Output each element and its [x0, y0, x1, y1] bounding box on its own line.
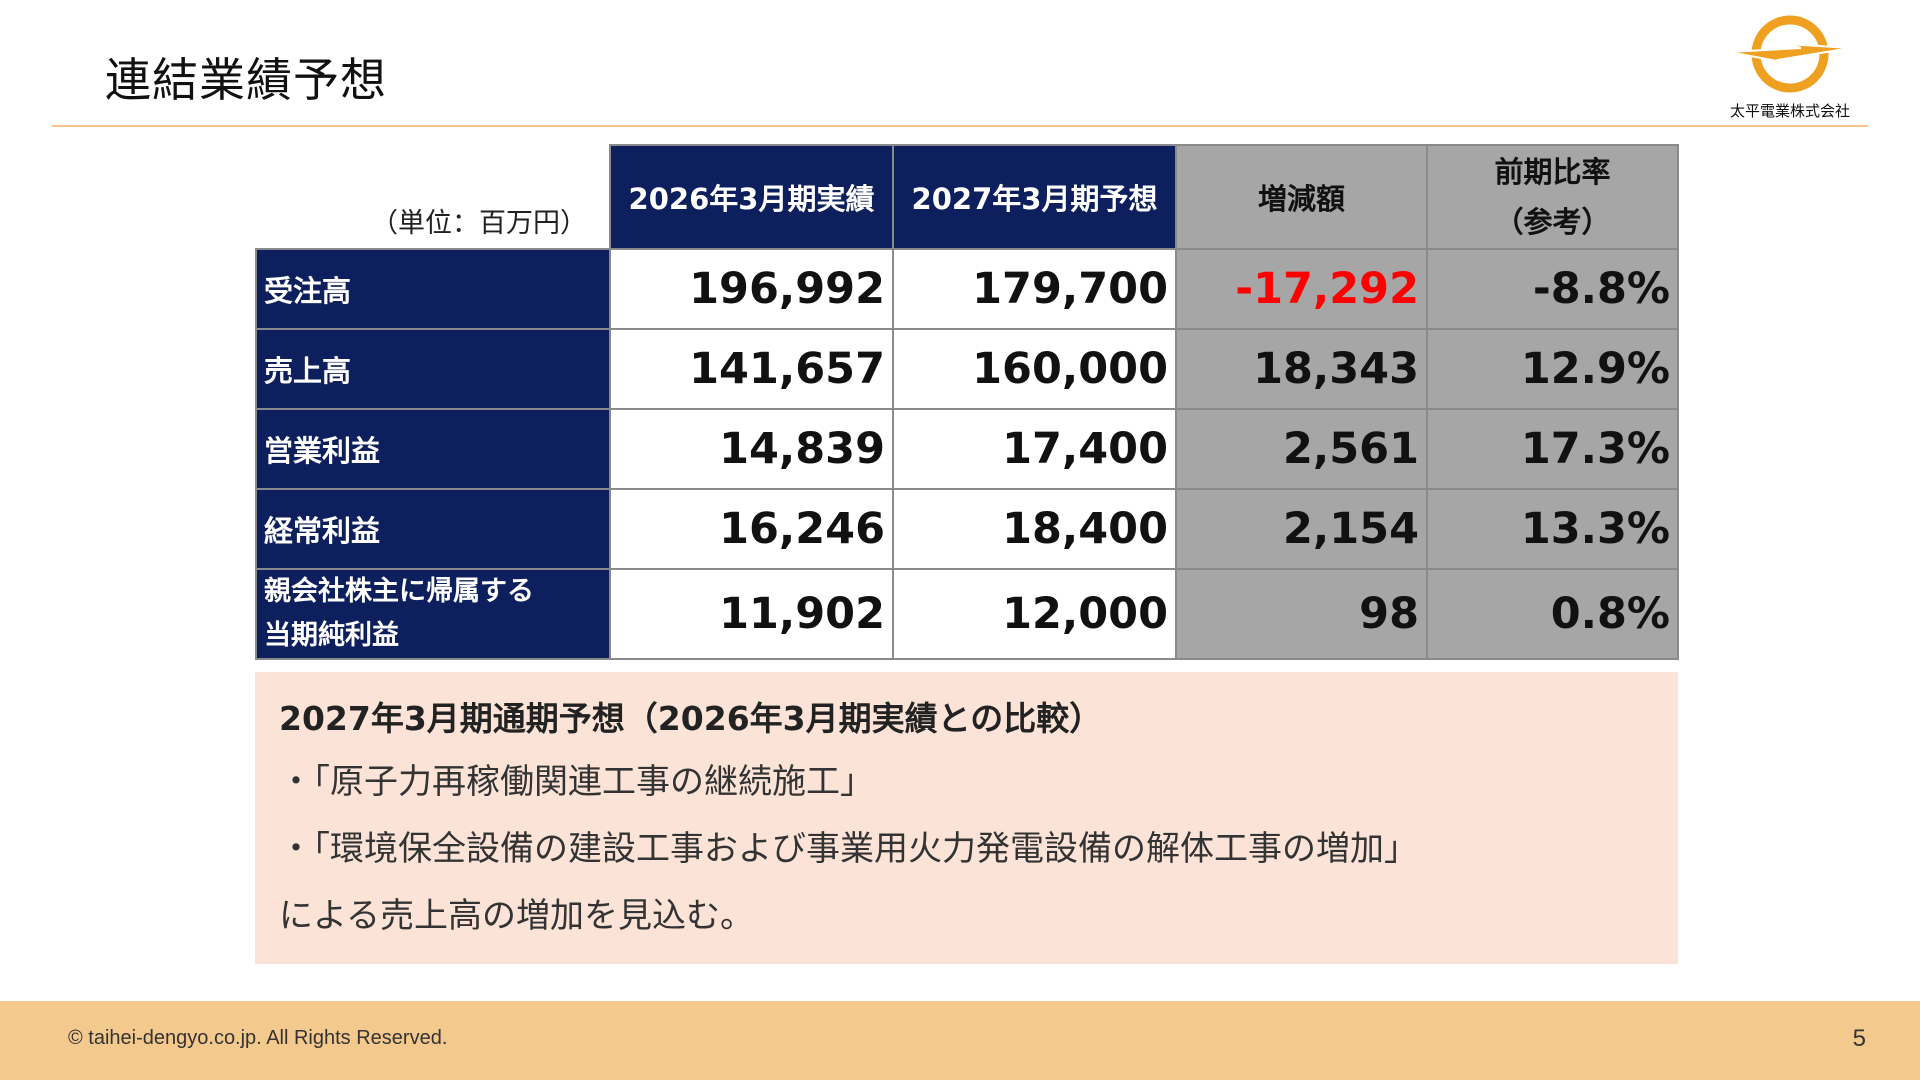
forecast-note-box: 2027年3月期通期予想（2026年3月期実績との比較） ・「原子力再稼働関連工… — [255, 672, 1678, 964]
header-ratio: 前期比率 （参考） — [1426, 144, 1679, 250]
row-label-line2: 当期純利益 — [264, 620, 399, 651]
cell-forecast: 12,000 — [892, 568, 1177, 660]
cell-change: -17,292 — [1175, 248, 1428, 330]
row-label: 親会社株主に帰属する 当期純利益 — [255, 568, 611, 660]
cell-actual: 11,902 — [609, 568, 894, 660]
cell-ratio: 13.3% — [1426, 488, 1679, 570]
header-ratio-line2: （参考） — [1494, 205, 1611, 239]
unit-label: （単位：百万円） — [256, 145, 610, 249]
cell-change: 2,561 — [1175, 408, 1428, 490]
table-row: 売上高 141,657 160,000 18,343 12.9% — [255, 328, 1679, 410]
cell-change: 2,154 — [1175, 488, 1428, 570]
row-label-line1: 親会社株主に帰属する — [264, 576, 534, 607]
cell-actual: 196,992 — [609, 248, 894, 330]
cell-ratio: 0.8% — [1426, 568, 1679, 660]
row-label: 営業利益 — [255, 408, 611, 490]
page-title: 連結業績予想 — [105, 53, 387, 107]
header-divider — [52, 125, 1868, 127]
row-label: 経常利益 — [255, 488, 611, 570]
note-heading: 2027年3月期通期予想（2026年3月期実績との比較） — [279, 699, 1103, 738]
company-name: 太平電業株式会社 — [1729, 102, 1850, 120]
table-row: 経常利益 16,246 18,400 2,154 13.3% — [255, 488, 1679, 570]
company-logo: 太平電業株式会社 — [1715, 14, 1865, 126]
footer-bar: © taihei-dengyo.co.jp. All Rights Reserv… — [0, 1001, 1920, 1080]
copyright-text: © taihei-dengyo.co.jp. All Rights Reserv… — [68, 1027, 448, 1049]
page-number: 5 — [1852, 1025, 1866, 1052]
header-change: 増減額 — [1175, 144, 1428, 250]
note-bullet: ・「原子力再稼働関連工事の継続施工」 — [279, 762, 874, 802]
cell-actual: 141,657 — [609, 328, 894, 410]
cell-ratio: -8.8% — [1426, 248, 1679, 330]
cell-forecast: 18,400 — [892, 488, 1177, 570]
cell-actual: 16,246 — [609, 488, 894, 570]
cell-change: 98 — [1175, 568, 1428, 660]
header-actual: 2026年3月期実績 — [609, 144, 894, 250]
row-label: 売上高 — [255, 328, 611, 410]
cell-actual: 14,839 — [609, 408, 894, 490]
cell-forecast: 179,700 — [892, 248, 1177, 330]
earnings-table: （単位：百万円） 2026年3月期実績 2027年3月期予想 増減額 前期比率 … — [255, 144, 1679, 660]
cell-forecast: 160,000 — [892, 328, 1177, 410]
header-forecast: 2027年3月期予想 — [892, 144, 1177, 250]
table-header-row: （単位：百万円） 2026年3月期実績 2027年3月期予想 増減額 前期比率 … — [256, 144, 1679, 250]
header-ratio-line1: 前期比率 — [1494, 155, 1611, 189]
table-row: 親会社株主に帰属する 当期純利益 11,902 12,000 98 0.8% — [255, 568, 1679, 660]
cell-ratio: 12.9% — [1426, 328, 1679, 410]
lightning-logo-icon — [1728, 15, 1852, 93]
cell-change: 18,343 — [1175, 328, 1428, 410]
table-row: 受注高 196,992 179,700 -17,292 -8.8% — [255, 248, 1679, 330]
note-conclusion: による売上高の増加を見込む。 — [279, 896, 754, 936]
cell-ratio: 17.3% — [1426, 408, 1679, 490]
table-row: 営業利益 14,839 17,400 2,561 17.3% — [255, 408, 1679, 490]
cell-forecast: 17,400 — [892, 408, 1177, 490]
note-bullet: ・「環境保全設備の建設工事および事業用火力発電設備の解体工事の増加」 — [279, 829, 1418, 869]
row-label: 受注高 — [255, 248, 611, 330]
